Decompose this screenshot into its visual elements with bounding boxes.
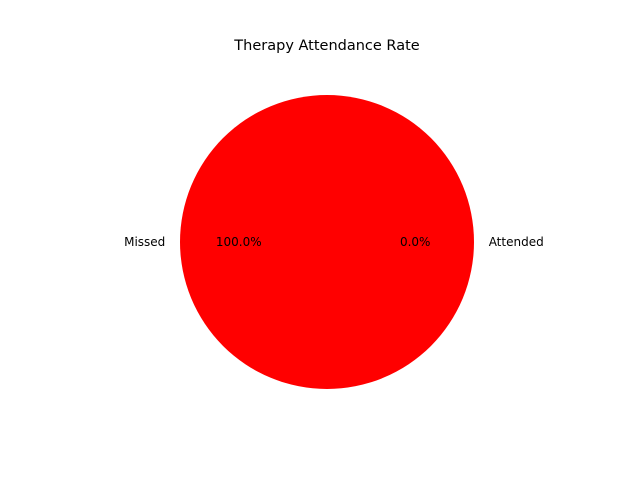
pie-label-missed: Missed (124, 235, 165, 249)
pie-slice-missed (180, 95, 474, 389)
chart-title: Therapy Attendance Rate (233, 38, 419, 54)
pie-pct-label-attended: 0.0% (400, 235, 431, 249)
pie-slices (180, 95, 474, 389)
pie-pct-label-missed: 100.0% (216, 235, 262, 249)
pie-labels: Attended 0.0% Missed 100.0% (124, 235, 544, 249)
pie-label-attended: Attended (489, 235, 544, 249)
